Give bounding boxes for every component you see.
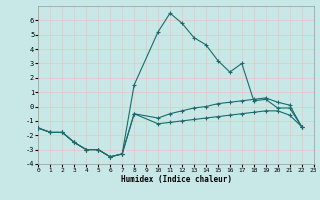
X-axis label: Humidex (Indice chaleur): Humidex (Indice chaleur): [121, 175, 231, 184]
